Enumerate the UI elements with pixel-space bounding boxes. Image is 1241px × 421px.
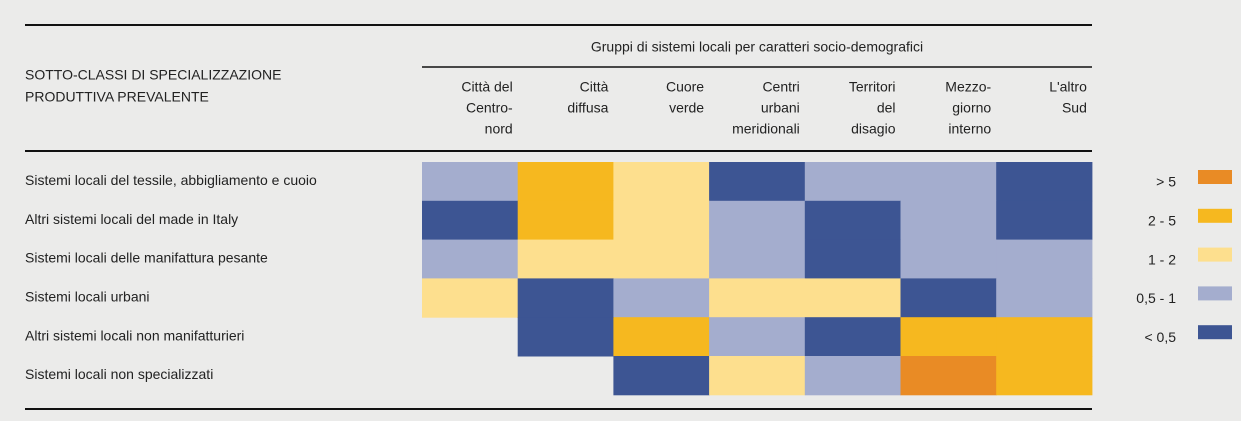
heat-cell bbox=[422, 239, 519, 279]
heat-cell bbox=[804, 200, 901, 241]
heat-cell bbox=[517, 278, 614, 318]
heat-cell bbox=[804, 356, 901, 396]
heat-cell bbox=[996, 317, 1093, 357]
heat-cell bbox=[517, 200, 614, 241]
heat-cell bbox=[900, 162, 997, 202]
heat-cell bbox=[613, 356, 710, 396]
heat-cell bbox=[804, 278, 901, 318]
heat-cell bbox=[900, 317, 997, 357]
heat-cell bbox=[613, 278, 710, 318]
heat-cell bbox=[517, 162, 614, 202]
column-header: del bbox=[877, 100, 896, 116]
row-header: SOTTO-CLASSI DI SPECIALIZZAZIONE bbox=[25, 67, 281, 83]
column-header: verde bbox=[669, 100, 704, 116]
heat-cell bbox=[613, 162, 710, 202]
legend-swatch bbox=[1198, 208, 1232, 223]
column-header: Mezzo- bbox=[945, 79, 991, 95]
row-label: Sistemi locali urbani bbox=[25, 289, 150, 305]
heat-cell bbox=[900, 278, 997, 318]
heat-cell bbox=[996, 162, 1093, 202]
heat-cell bbox=[804, 239, 901, 279]
column-header: interno bbox=[948, 121, 991, 137]
heat-cell bbox=[996, 356, 1093, 396]
legend-swatch bbox=[1198, 247, 1232, 262]
row-label: Altri sistemi locali non manifatturieri bbox=[25, 327, 244, 343]
legend-label: 0,5 - 1 bbox=[1136, 290, 1176, 306]
heat-cell bbox=[996, 278, 1093, 318]
heat-cell bbox=[709, 356, 806, 396]
legend-label: < 0,5 bbox=[1144, 329, 1176, 345]
column-header: Città del bbox=[461, 79, 512, 95]
heat-cell bbox=[613, 239, 710, 279]
heat-cell bbox=[804, 317, 901, 357]
column-header: Città bbox=[580, 79, 609, 95]
heat-cell bbox=[996, 200, 1093, 241]
row-header: PRODUTTIVA PREVALENTE bbox=[25, 89, 209, 105]
column-header: urbani bbox=[761, 100, 800, 116]
heat-cell bbox=[996, 239, 1093, 279]
legend-label: 1 - 2 bbox=[1148, 251, 1176, 267]
column-header: nord bbox=[485, 121, 513, 137]
heat-cell bbox=[900, 239, 997, 279]
group-title: Gruppi di sistemi locali per caratteri s… bbox=[591, 39, 923, 55]
legend-label: > 5 bbox=[1156, 174, 1176, 190]
column-header: Sud bbox=[1062, 100, 1087, 116]
heat-cell bbox=[900, 200, 997, 241]
row-label: Sistemi locali del tessile, abbigliament… bbox=[25, 172, 317, 188]
legend-swatch bbox=[1198, 170, 1232, 184]
column-header: giorno bbox=[952, 100, 991, 116]
legend-label: 2 - 5 bbox=[1148, 213, 1176, 229]
column-header: disagio bbox=[851, 121, 896, 137]
column-header: diffusa bbox=[567, 100, 608, 116]
column-header: Territori bbox=[849, 79, 896, 95]
heat-cell bbox=[613, 200, 710, 241]
column-header: Centro- bbox=[466, 100, 513, 116]
heat-cell bbox=[709, 317, 806, 357]
heat-cell bbox=[709, 278, 806, 318]
heat-cell bbox=[709, 162, 806, 202]
column-header: L'altro bbox=[1049, 79, 1087, 95]
legend-swatch bbox=[1198, 286, 1232, 301]
legend-swatch bbox=[1198, 325, 1232, 340]
column-header: Cuore bbox=[666, 79, 704, 95]
column-header: meridionali bbox=[732, 121, 800, 137]
heat-cell bbox=[709, 239, 806, 279]
row-label: Sistemi locali non specializzati bbox=[25, 366, 213, 382]
heat-cell bbox=[517, 239, 614, 279]
heat-cell bbox=[517, 317, 614, 357]
column-header: Centri bbox=[762, 79, 799, 95]
row-label: Altri sistemi locali del made in Italy bbox=[25, 211, 238, 227]
heat-cell bbox=[422, 162, 519, 202]
heat-cell bbox=[804, 162, 901, 202]
heat-cell bbox=[613, 317, 710, 357]
row-label: Sistemi locali delle manifattura pesante bbox=[25, 250, 268, 266]
heat-cell bbox=[422, 278, 519, 318]
heat-cell bbox=[422, 200, 519, 241]
heat-cell bbox=[900, 356, 997, 396]
heat-cell bbox=[709, 200, 806, 241]
